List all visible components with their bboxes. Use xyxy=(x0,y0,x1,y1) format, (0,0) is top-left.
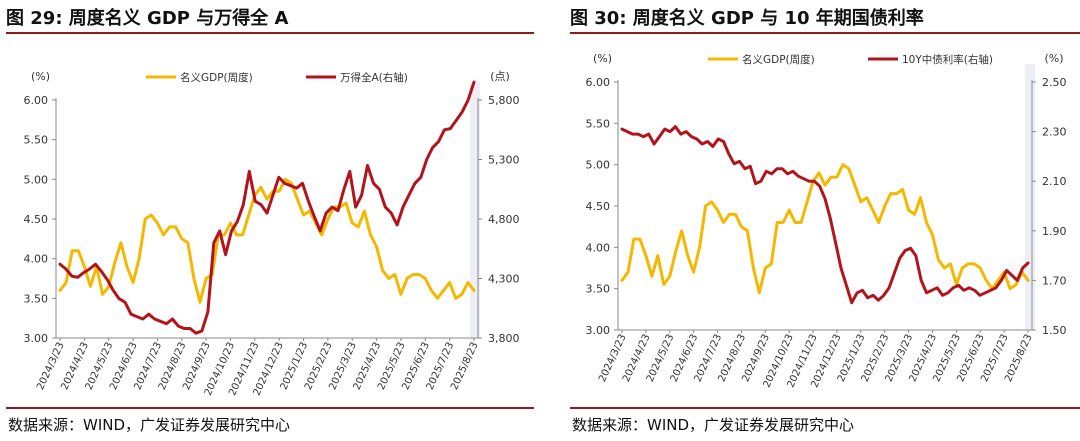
y-tick-label-left: 3.00 xyxy=(24,332,49,345)
title-rule xyxy=(6,32,534,34)
line-chart: 3.00 3.50 4.00 4.50 5.00 5.50 6.00 3,800 4,300 4,… xyxy=(24,70,520,398)
y-tick-label-left: 5.00 xyxy=(586,159,611,172)
figure-title: 图 29: 周度名义 GDP 与万得全 A xyxy=(6,8,289,29)
y-tick-label-left: 3.50 xyxy=(586,283,611,296)
y-tick-label-left: 5.00 xyxy=(24,173,49,186)
y-tick-label-left: 5.50 xyxy=(586,117,611,130)
y-tick-label-right: 5,800 xyxy=(488,94,520,107)
y-tick-label-right: 4,800 xyxy=(488,213,520,226)
legend-label: 10Y中债利率(右轴) xyxy=(902,53,993,66)
y-tick-label-left: 4.00 xyxy=(24,253,49,266)
y-tick-label-left: 6.00 xyxy=(24,94,49,107)
legend-label: 名义GDP(周度) xyxy=(180,71,253,84)
y-tick-label-right: 1.90 xyxy=(1042,225,1067,238)
y-tick-label-right: 1.70 xyxy=(1042,274,1067,287)
series-line-right xyxy=(620,125,1030,305)
series-line-right xyxy=(58,80,476,335)
y-tick-label-right: 2.30 xyxy=(1042,126,1067,139)
y-tick-label-right: 4,300 xyxy=(488,273,520,286)
y-tick-label-left: 3.50 xyxy=(24,292,49,305)
legend-label: 名义GDP(周度) xyxy=(742,53,815,66)
source-note: 数据来源：WIND，广发证券发展研究中心 xyxy=(8,416,291,434)
y-tick-label-right: 2.50 xyxy=(1042,76,1067,89)
source-rule xyxy=(570,407,1080,409)
y-tick-label-right: 5,300 xyxy=(488,154,520,167)
series-line-left xyxy=(58,177,476,304)
y-tick-label-right: 2.10 xyxy=(1042,175,1067,188)
chart-panel-10y-bond: 图 30: 周度名义 GDP 与 10 年期国债利率 3.00 3.50 4.00 4… xyxy=(570,0,1080,441)
y-tick-label-left: 4.00 xyxy=(586,241,611,254)
y-tick-label-left: 4.50 xyxy=(24,213,49,226)
y-tick-label-right: 3,800 xyxy=(488,332,520,345)
chart-panel-wind-a: 图 29: 周度名义 GDP 与万得全 A 3.00 3.50 4.00 4.50 5.… xyxy=(6,0,536,441)
y-tick-label-left: 4.50 xyxy=(586,200,611,213)
right-unit-label: (%) xyxy=(1044,52,1063,65)
source-note: 数据来源：WIND，广发证券发展研究中心 xyxy=(572,416,855,434)
recent-period-shade xyxy=(1025,64,1035,330)
y-tick-label-left: 5.50 xyxy=(24,134,49,147)
legend-label: 万得全A(右轴) xyxy=(340,71,408,84)
source-rule xyxy=(6,407,534,409)
y-tick-label-right: 1.50 xyxy=(1042,324,1067,337)
left-unit-label: (%) xyxy=(31,70,50,83)
line-chart: 3.00 3.50 4.00 4.50 5.00 5.50 6.00 1.50 1.70 1.90… xyxy=(586,52,1067,390)
left-unit-label: (%) xyxy=(593,52,612,65)
y-tick-label-left: 3.00 xyxy=(586,324,611,337)
figure-title: 图 30: 周度名义 GDP 与 10 年期国债利率 xyxy=(570,8,924,29)
title-rule xyxy=(570,32,1080,34)
right-unit-label: (点) xyxy=(490,70,510,83)
y-tick-label-left: 6.00 xyxy=(586,76,611,89)
series-line-left xyxy=(620,163,1030,295)
recent-period-shade xyxy=(470,82,480,338)
